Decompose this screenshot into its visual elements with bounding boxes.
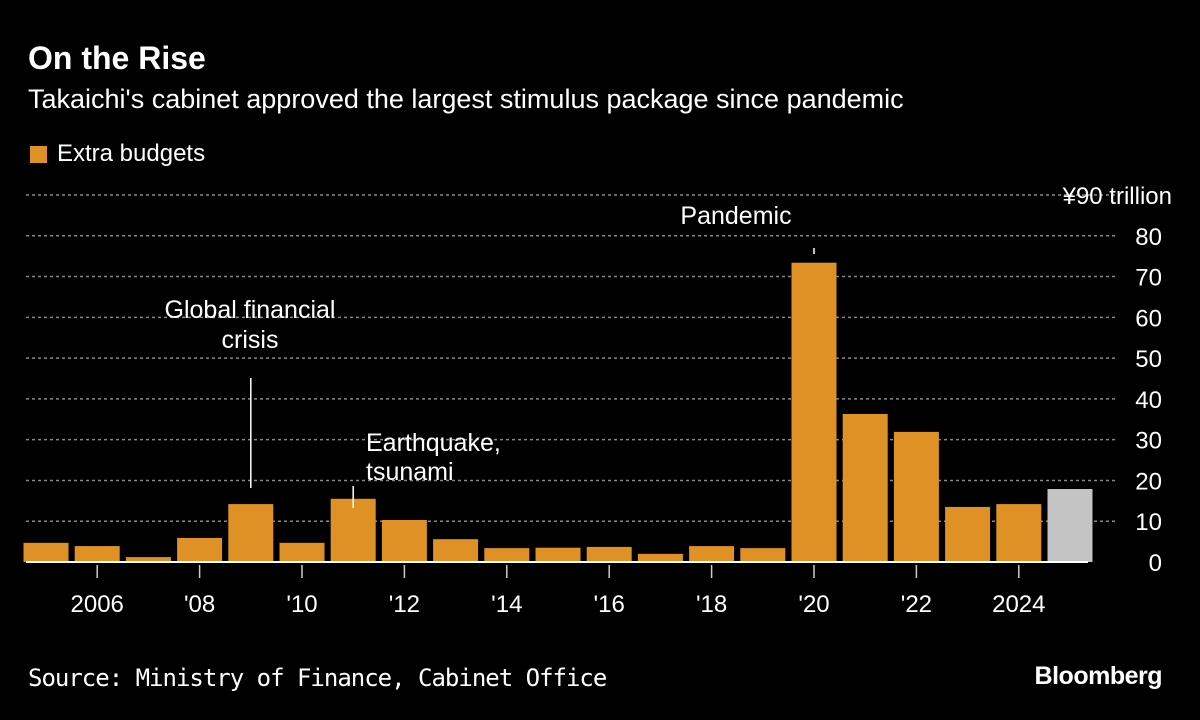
y-tick-label: 70	[1135, 265, 1162, 292]
legend: Extra budgets	[30, 140, 205, 168]
x-tick-label: '10	[286, 591, 317, 618]
x-tick-label: '16	[594, 591, 625, 618]
bar-2021	[842, 413, 888, 562]
annotation-text: Pandemic	[680, 202, 791, 230]
x-tick-label: '08	[184, 591, 215, 618]
y-tick-label: 30	[1135, 428, 1162, 455]
x-tick-label: '22	[901, 591, 932, 618]
annotation-text: Global financial	[165, 296, 336, 324]
chart-subtitle: Takaichi's cabinet approved the largest …	[28, 84, 904, 114]
bar-2018	[689, 546, 735, 562]
x-tick-label: '14	[491, 591, 522, 618]
bar-2016	[586, 546, 632, 562]
x-tick-label: '18	[696, 591, 727, 618]
legend-label: Extra budgets	[57, 140, 206, 167]
bar-2014	[484, 548, 530, 562]
y-tick-label: 10	[1135, 509, 1162, 536]
bar-2005	[23, 542, 69, 562]
bar-2019	[740, 548, 786, 562]
bar-2017	[637, 553, 683, 562]
y-tick-label: 0	[1149, 550, 1162, 577]
bar-2025	[1047, 489, 1093, 562]
x-tick-label: 2024	[992, 591, 1045, 618]
y-tick-label: 40	[1135, 387, 1162, 414]
bloomberg-logo: Bloomberg	[1034, 662, 1163, 690]
bar-2023	[945, 506, 991, 562]
bar-2007	[125, 557, 171, 562]
bar-2015	[535, 547, 581, 562]
bar-2009	[228, 504, 274, 562]
y-tick-label: 20	[1135, 468, 1162, 495]
bar-2008	[177, 537, 223, 562]
bar-2010	[279, 542, 325, 562]
bar-2006	[74, 546, 120, 562]
annotation-text: Earthquake,	[366, 429, 501, 457]
bar-2011	[330, 498, 376, 562]
annotation-text: tsunami	[366, 458, 454, 486]
bar-2012	[381, 519, 427, 562]
y-tick-label: 60	[1135, 305, 1162, 332]
bar-2013	[433, 539, 479, 562]
source-note: Source: Ministry of Finance, Cabinet Off…	[28, 664, 607, 692]
bar-2024	[996, 504, 1042, 562]
x-tick-label: '12	[389, 591, 420, 618]
chart-title: On the Rise	[28, 40, 206, 76]
bar-2020	[791, 262, 837, 562]
y-unit-label: ¥90 trillion	[1062, 183, 1172, 210]
x-tick-label: '20	[798, 591, 829, 618]
y-tick-label: 80	[1135, 224, 1162, 251]
legend-swatch	[30, 145, 47, 163]
x-tick-label: 2006	[71, 591, 124, 618]
annotation-text: crisis	[222, 326, 279, 354]
y-tick-label: 50	[1135, 346, 1162, 373]
bar-2022	[893, 431, 939, 562]
